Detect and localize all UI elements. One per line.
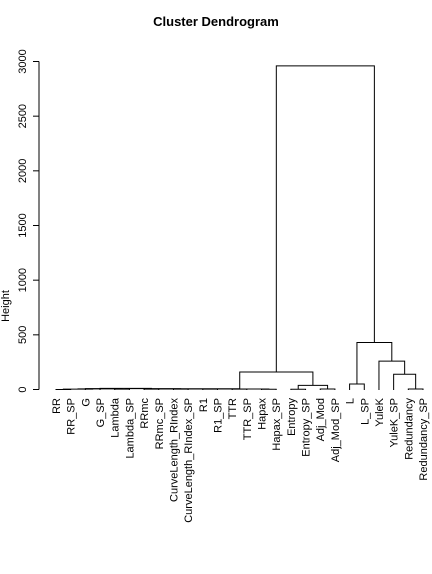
leaf-labels: RR RR_SP G G_SP Lambda Lambda_SP RRmc RRmc_SP Cu… — [51, 397, 430, 523]
leaf-label: RRmc — [139, 398, 151, 429]
y-tick-label: 500 — [17, 326, 29, 344]
merge-link — [239, 371, 314, 389]
y-tick-label: 0 — [17, 386, 29, 392]
leaf-label: Lambda_SP — [124, 398, 136, 459]
leaf-label: L — [345, 398, 357, 404]
y-axis-label: Height — [0, 290, 12, 322]
leaf-label: G — [80, 398, 92, 407]
leaf-label: YuleK — [374, 397, 386, 426]
leaf-label: G_SP — [95, 398, 107, 427]
leaf-label: Entropy_SP — [301, 398, 313, 457]
leaf-label: R1 — [198, 398, 210, 412]
merge-link — [393, 373, 417, 390]
leaf-label: R1_SP — [212, 398, 224, 433]
merge-link — [275, 65, 375, 373]
merge-link — [356, 341, 393, 385]
dendrogram-tree — [55, 65, 424, 390]
merge-link — [407, 388, 424, 390]
leaf-label: Entropy — [286, 398, 298, 436]
leaf-label: Hapax_SP — [271, 398, 283, 451]
merge-link — [319, 388, 336, 390]
leaf-label: Adj_Mod — [315, 398, 327, 441]
y-tick-label: 3000 — [17, 49, 29, 73]
leaf-label: Redundancy — [403, 398, 415, 460]
leaf-label: CurveLength_RIndex_SP — [183, 398, 195, 523]
y-axis: 0 500 1000 1500 2000 2500 3000 — [17, 49, 40, 393]
leaf-label: TTR — [227, 398, 239, 419]
leaf-label: Hapax — [257, 398, 269, 430]
leaf-label: RRmc_SP — [154, 398, 166, 449]
y-tick-label: 2500 — [17, 104, 29, 128]
merge-link — [349, 383, 365, 390]
merge-link — [378, 360, 406, 390]
leaf-label: RR_SP — [66, 398, 78, 435]
leaf-label: RR — [51, 398, 63, 414]
leaf-label: CurveLength_RIndex — [168, 398, 180, 502]
leaf-label: L_SP — [359, 398, 371, 425]
leaf-label: Adj_Mod_SP — [330, 398, 342, 462]
y-tick-label: 1000 — [17, 268, 29, 292]
y-tick-label: 2000 — [17, 159, 29, 183]
leaf-label: YuleK_SP — [389, 398, 401, 448]
leaf-label: Lambda — [110, 397, 122, 438]
merge-link — [290, 388, 307, 390]
chart-title: Cluster Dendrogram — [153, 14, 279, 29]
y-tick-label: 1500 — [17, 213, 29, 237]
leaf-label: Redundancy_SP — [418, 398, 430, 481]
leaf-label: TTR_SP — [242, 398, 254, 440]
